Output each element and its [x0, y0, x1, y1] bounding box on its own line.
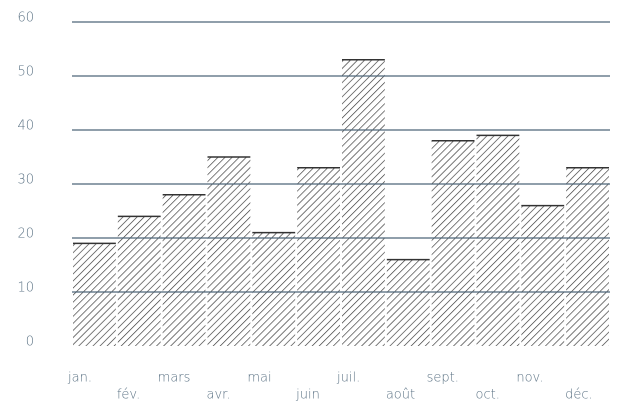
x-tick-label: jan.	[67, 371, 92, 386]
bar	[521, 204, 565, 346]
bar-fill	[342, 59, 385, 347]
y-tick-label: 20	[17, 227, 34, 242]
bar-fill	[566, 167, 609, 346]
bar-fill	[476, 135, 520, 346]
bar-fill	[386, 259, 430, 346]
bar-fill	[117, 216, 161, 346]
bar	[162, 194, 206, 346]
bar-fill	[207, 157, 251, 346]
bar	[476, 134, 520, 346]
bar-fill	[431, 140, 475, 346]
bar	[431, 140, 475, 346]
y-tick-label: 50	[17, 65, 34, 80]
bar-fill	[521, 205, 565, 346]
bar	[73, 242, 116, 346]
x-tick-label: juil.	[336, 371, 360, 386]
bar	[386, 258, 430, 346]
x-tick-label: août	[386, 388, 415, 403]
bar	[342, 59, 385, 347]
bar	[207, 156, 251, 346]
bar	[566, 167, 609, 346]
x-tick-label: avr.	[207, 388, 231, 403]
bar-fill	[73, 243, 116, 346]
y-tick-label: 30	[17, 173, 34, 188]
x-tick-label: mars	[158, 371, 191, 386]
bar	[252, 231, 296, 346]
x-tick-label: mai	[247, 371, 271, 386]
bars	[73, 59, 609, 347]
y-tick-label: 0	[26, 335, 34, 350]
grid	[72, 21, 610, 293]
bar-fill	[162, 194, 206, 346]
x-tick-label: déc.	[565, 388, 593, 403]
x-tick-label: nov.	[516, 371, 543, 386]
x-tick-label: fév.	[117, 388, 140, 403]
bar-fill	[252, 232, 296, 346]
x-tick-label: sept.	[427, 371, 459, 386]
x-tick-label: juin	[295, 388, 320, 403]
bar-fill	[297, 167, 340, 346]
bar	[297, 167, 340, 346]
y-tick-label: 60	[17, 11, 34, 26]
y-tick-label: 10	[17, 281, 34, 296]
y-tick-label: 40	[17, 119, 34, 134]
x-tick-label: oct.	[476, 388, 500, 403]
bar	[117, 215, 161, 346]
